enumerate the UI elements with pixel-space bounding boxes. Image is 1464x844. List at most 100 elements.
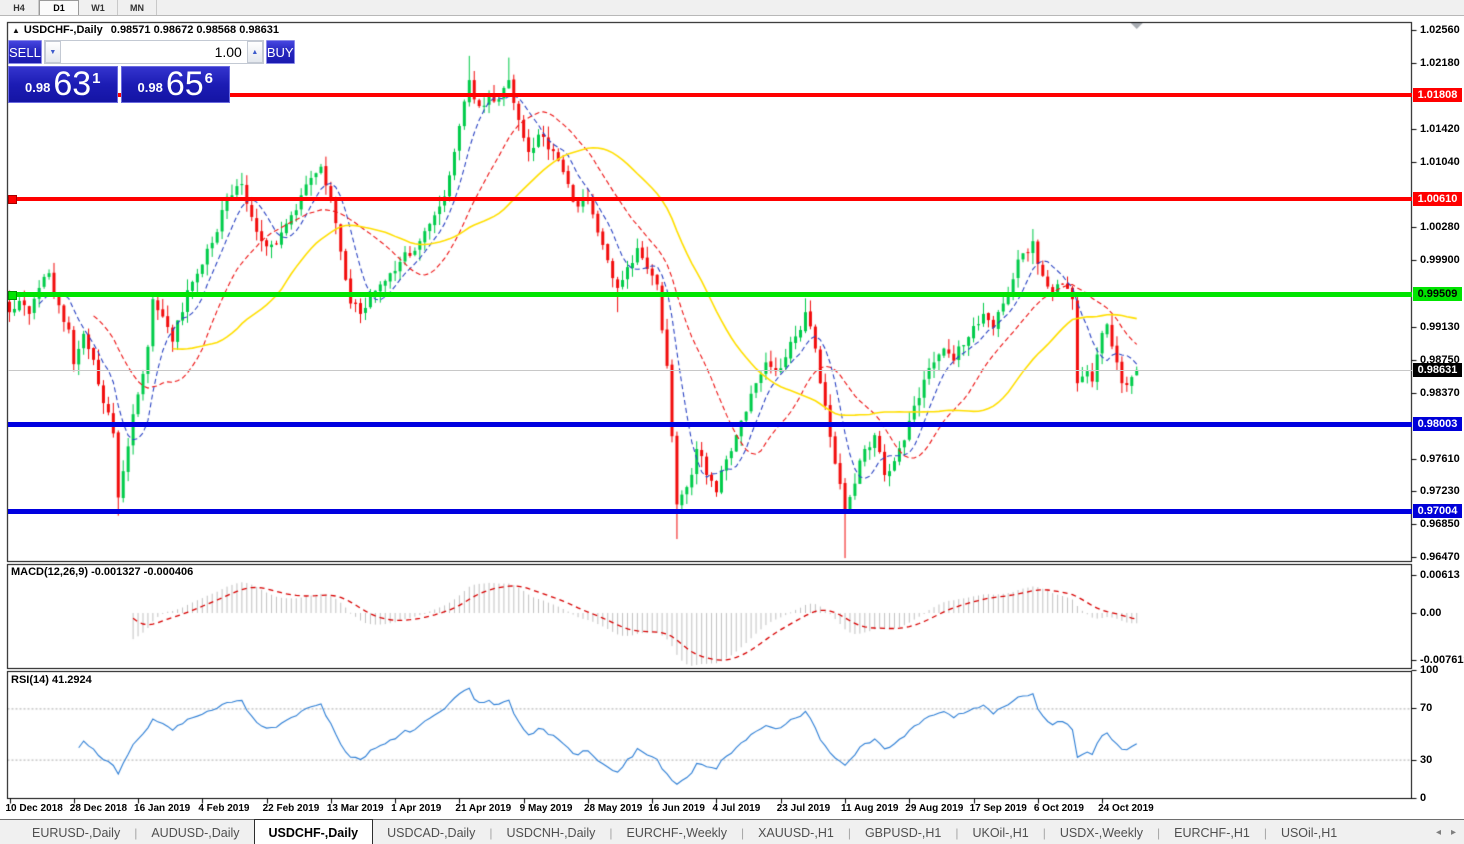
timeframe-button-mn[interactable]: MN bbox=[118, 0, 157, 15]
sell-price-prefix: 0.98 bbox=[25, 80, 51, 95]
price-axis-tick: 1.00280 bbox=[1420, 221, 1460, 234]
timeframe-toolbar: H4 D1 W1 MN bbox=[0, 0, 1464, 16]
symbol-tab-usdchf-daily[interactable]: USDCHF-,Daily bbox=[253, 819, 374, 844]
date-axis-label: 16 Jun 2019 bbox=[648, 803, 705, 814]
date-axis-label: 17 Sep 2019 bbox=[969, 803, 1027, 814]
price-axis-tick: 0.99900 bbox=[1420, 254, 1460, 267]
rsi-axis-tick: 30 bbox=[1420, 753, 1433, 766]
price-axis-tick: 0.96850 bbox=[1420, 518, 1460, 531]
date-axis-label: 4 Jul 2019 bbox=[712, 803, 761, 814]
volume-increase-button[interactable]: ▲ bbox=[246, 41, 263, 63]
symbol-tab-ukoil-h1[interactable]: UKOil-,H1 bbox=[972, 825, 1029, 840]
symbol-tab-eurusd-daily[interactable]: EURUSD-,Daily bbox=[32, 825, 121, 840]
tab-separator: | bbox=[609, 825, 613, 840]
chart-title: ▲ USDCHF-,Daily 0.98571 0.98672 0.98568 0.… bbox=[12, 24, 279, 36]
chart-symbol-label: USDCHF-,Daily bbox=[23, 24, 103, 36]
price-axis-tick: 0.97610 bbox=[1420, 452, 1460, 465]
date-axis-label: 6 Oct 2019 bbox=[1033, 803, 1084, 814]
buy-price-prefix: 0.98 bbox=[137, 80, 163, 95]
tab-separator: | bbox=[1042, 825, 1046, 840]
buy-price-big: 65 bbox=[165, 65, 204, 103]
current-price-badge: 0.98631 bbox=[1413, 363, 1462, 378]
date-axis-label: 29 Aug 2019 bbox=[905, 803, 964, 814]
chart-ohlc-values: 0.98571 0.98672 0.98568 0.98631 bbox=[110, 24, 279, 36]
symbol-tab-gbpusd-h1[interactable]: GBPUSD-,H1 bbox=[864, 825, 942, 840]
price-axis-tick: 1.01040 bbox=[1420, 155, 1460, 168]
hline-0.98003[interactable] bbox=[8, 421, 1412, 427]
hline-0.97004[interactable] bbox=[8, 508, 1412, 514]
date-axis-label: 21 Apr 2019 bbox=[455, 803, 512, 814]
price-axis-tick: 0.98750 bbox=[1420, 353, 1460, 366]
date-axis-label: 9 May 2019 bbox=[519, 803, 573, 814]
hline-0.99509[interactable] bbox=[8, 290, 1412, 300]
tab-separator: | bbox=[847, 825, 851, 840]
price-axis-tick: 1.02180 bbox=[1420, 56, 1460, 69]
macd-axis-tick: 0.00613 bbox=[1420, 568, 1460, 581]
volume-input[interactable] bbox=[60, 41, 247, 63]
price-axis-tick: 0.97230 bbox=[1420, 485, 1460, 498]
macd-label: MACD(12,26,9) -0.001327 -0.000406 bbox=[11, 566, 194, 578]
macd-axis-tick: -0.007612 bbox=[1420, 654, 1464, 667]
date-axis-label: 22 Feb 2019 bbox=[262, 803, 320, 814]
timeframe-button-d1[interactable]: D1 bbox=[39, 0, 79, 15]
date-axis-label: 23 Jul 2019 bbox=[776, 803, 831, 814]
symbol-tab-usdx-weekly[interactable]: USDX-,Weekly bbox=[1059, 825, 1143, 840]
sell-price-big: 63 bbox=[53, 65, 92, 103]
date-axis-label: 11 Aug 2019 bbox=[841, 803, 899, 814]
price-level-badge-1.00610: 1.00610 bbox=[1413, 191, 1462, 206]
price-axis-tick: 1.02560 bbox=[1420, 23, 1460, 36]
timeframe-button-h4[interactable]: H4 bbox=[0, 0, 39, 15]
price-axis-tick: 0.98370 bbox=[1420, 386, 1460, 399]
symbol-tab-usoil-h1[interactable]: USOil-,H1 bbox=[1280, 825, 1338, 840]
tabs-scroll-right-button[interactable]: ▸ bbox=[1450, 827, 1456, 838]
symbol-tab-usdcnh-daily[interactable]: USDCNH-,Daily bbox=[506, 825, 596, 840]
tab-separator: | bbox=[740, 825, 745, 840]
sell-button[interactable]: SELL bbox=[8, 40, 42, 64]
symbol-tab-eurchf-h1[interactable]: EURCHF-,H1 bbox=[1174, 825, 1250, 840]
date-axis-label: 10 Dec 2018 bbox=[5, 803, 63, 814]
collapse-icon[interactable]: ▲ bbox=[12, 26, 20, 35]
timeframe-button-w1[interactable]: W1 bbox=[79, 0, 118, 15]
tab-separator: | bbox=[134, 825, 138, 840]
current-price-line bbox=[8, 370, 1412, 372]
sell-price-sup: 1 bbox=[92, 70, 101, 87]
symbol-tab-eurchf-weekly[interactable]: EURCHF-,Weekly bbox=[626, 825, 727, 840]
price-level-badge-0.99509: 0.99509 bbox=[1413, 287, 1462, 302]
rsi-label: RSI(14) 41.2924 bbox=[11, 674, 92, 686]
date-axis-label: 16 Jan 2019 bbox=[134, 803, 191, 814]
buy-price-sup: 6 bbox=[204, 70, 213, 87]
date-axis-label: 28 May 2019 bbox=[583, 803, 643, 814]
hline-1.01808[interactable] bbox=[8, 93, 1412, 97]
volume-decrease-button[interactable]: ▼ bbox=[44, 41, 61, 63]
macd-axis-tick: 0.00 bbox=[1420, 607, 1442, 619]
hline-anchor-marker[interactable] bbox=[8, 290, 17, 300]
symbol-tab-usdcad-daily[interactable]: USDCAD-,Daily bbox=[387, 825, 476, 840]
symbol-tab-audusd-daily[interactable]: AUDUSD-,Daily bbox=[151, 825, 240, 840]
tabs-scroll-left-button[interactable]: ◂ bbox=[1435, 827, 1441, 838]
symbol-tab-xauusd-h1[interactable]: XAUUSD-,H1 bbox=[758, 825, 834, 840]
tab-separator: | bbox=[489, 825, 493, 840]
date-axis-label: 28 Dec 2018 bbox=[69, 803, 128, 814]
price-axis-tick: 0.96470 bbox=[1420, 551, 1460, 564]
hline-1.00610[interactable] bbox=[8, 195, 1412, 205]
tab-separator: | bbox=[1263, 825, 1267, 840]
date-axis-label: 1 Apr 2019 bbox=[391, 803, 442, 814]
price-level-badge-0.98003: 0.98003 bbox=[1413, 417, 1462, 432]
hline-anchor-marker[interactable] bbox=[8, 195, 17, 205]
price-level-badge-0.97004: 0.97004 bbox=[1413, 504, 1462, 518]
date-axis-label: 13 Mar 2019 bbox=[326, 803, 384, 814]
price-axis-tick: 0.99130 bbox=[1420, 320, 1460, 333]
tab-separator: | bbox=[1156, 825, 1161, 840]
sell-price-display[interactable]: 0.98 63 1 bbox=[8, 66, 118, 103]
rsi-axis-tick: 0 bbox=[1420, 792, 1427, 804]
price-axis-tick: 1.01420 bbox=[1420, 122, 1460, 135]
symbol-tab-bar: EURUSD-,Daily | AUDUSD-,Daily USDCHF-,Daily… bbox=[0, 819, 1464, 844]
date-axis-label: 24 Oct 2019 bbox=[1098, 803, 1154, 814]
volume-stepper: ▼ ▲ bbox=[43, 40, 264, 64]
rsi-axis-tick: 70 bbox=[1420, 702, 1433, 715]
buy-button[interactable]: BUY bbox=[265, 40, 295, 64]
buy-price-display[interactable]: 0.98 65 6 bbox=[120, 65, 230, 103]
rsi-axis-tick: 100 bbox=[1420, 664, 1439, 676]
